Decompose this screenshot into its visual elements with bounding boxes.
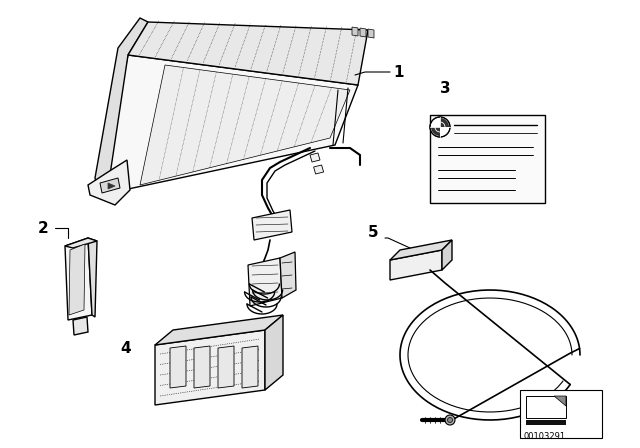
Text: 1: 1 — [393, 65, 403, 79]
Polygon shape — [440, 118, 449, 127]
Polygon shape — [442, 240, 452, 270]
Polygon shape — [265, 315, 283, 390]
Polygon shape — [526, 396, 566, 418]
Polygon shape — [360, 28, 366, 37]
Polygon shape — [218, 346, 234, 388]
Polygon shape — [69, 244, 85, 315]
Polygon shape — [88, 160, 130, 205]
Polygon shape — [390, 240, 452, 260]
Polygon shape — [108, 183, 115, 189]
Polygon shape — [128, 22, 368, 85]
Polygon shape — [280, 252, 296, 298]
Polygon shape — [65, 238, 97, 248]
Polygon shape — [140, 65, 350, 185]
Text: 5: 5 — [368, 224, 379, 240]
Bar — [430, 115, 545, 203]
Polygon shape — [390, 250, 442, 280]
Bar — [526, 420, 566, 425]
Polygon shape — [242, 346, 258, 388]
Text: 2: 2 — [38, 220, 49, 236]
Polygon shape — [155, 315, 283, 345]
Polygon shape — [252, 210, 292, 240]
Polygon shape — [352, 27, 358, 36]
Polygon shape — [65, 238, 92, 320]
Polygon shape — [194, 346, 210, 388]
Polygon shape — [314, 165, 324, 174]
Circle shape — [445, 415, 455, 425]
Polygon shape — [248, 258, 282, 306]
Polygon shape — [554, 396, 566, 406]
Polygon shape — [310, 153, 320, 162]
Text: 3: 3 — [440, 81, 451, 95]
Polygon shape — [431, 127, 440, 136]
Polygon shape — [73, 317, 88, 335]
Circle shape — [430, 117, 450, 137]
Polygon shape — [100, 55, 358, 195]
Polygon shape — [170, 346, 186, 388]
Text: 00103291: 00103291 — [524, 432, 566, 441]
Polygon shape — [100, 178, 120, 193]
Bar — [520, 390, 602, 438]
Polygon shape — [368, 29, 374, 38]
Circle shape — [447, 418, 452, 422]
Text: 4: 4 — [120, 340, 131, 356]
Polygon shape — [88, 238, 97, 317]
Polygon shape — [95, 18, 148, 195]
Polygon shape — [155, 330, 265, 405]
